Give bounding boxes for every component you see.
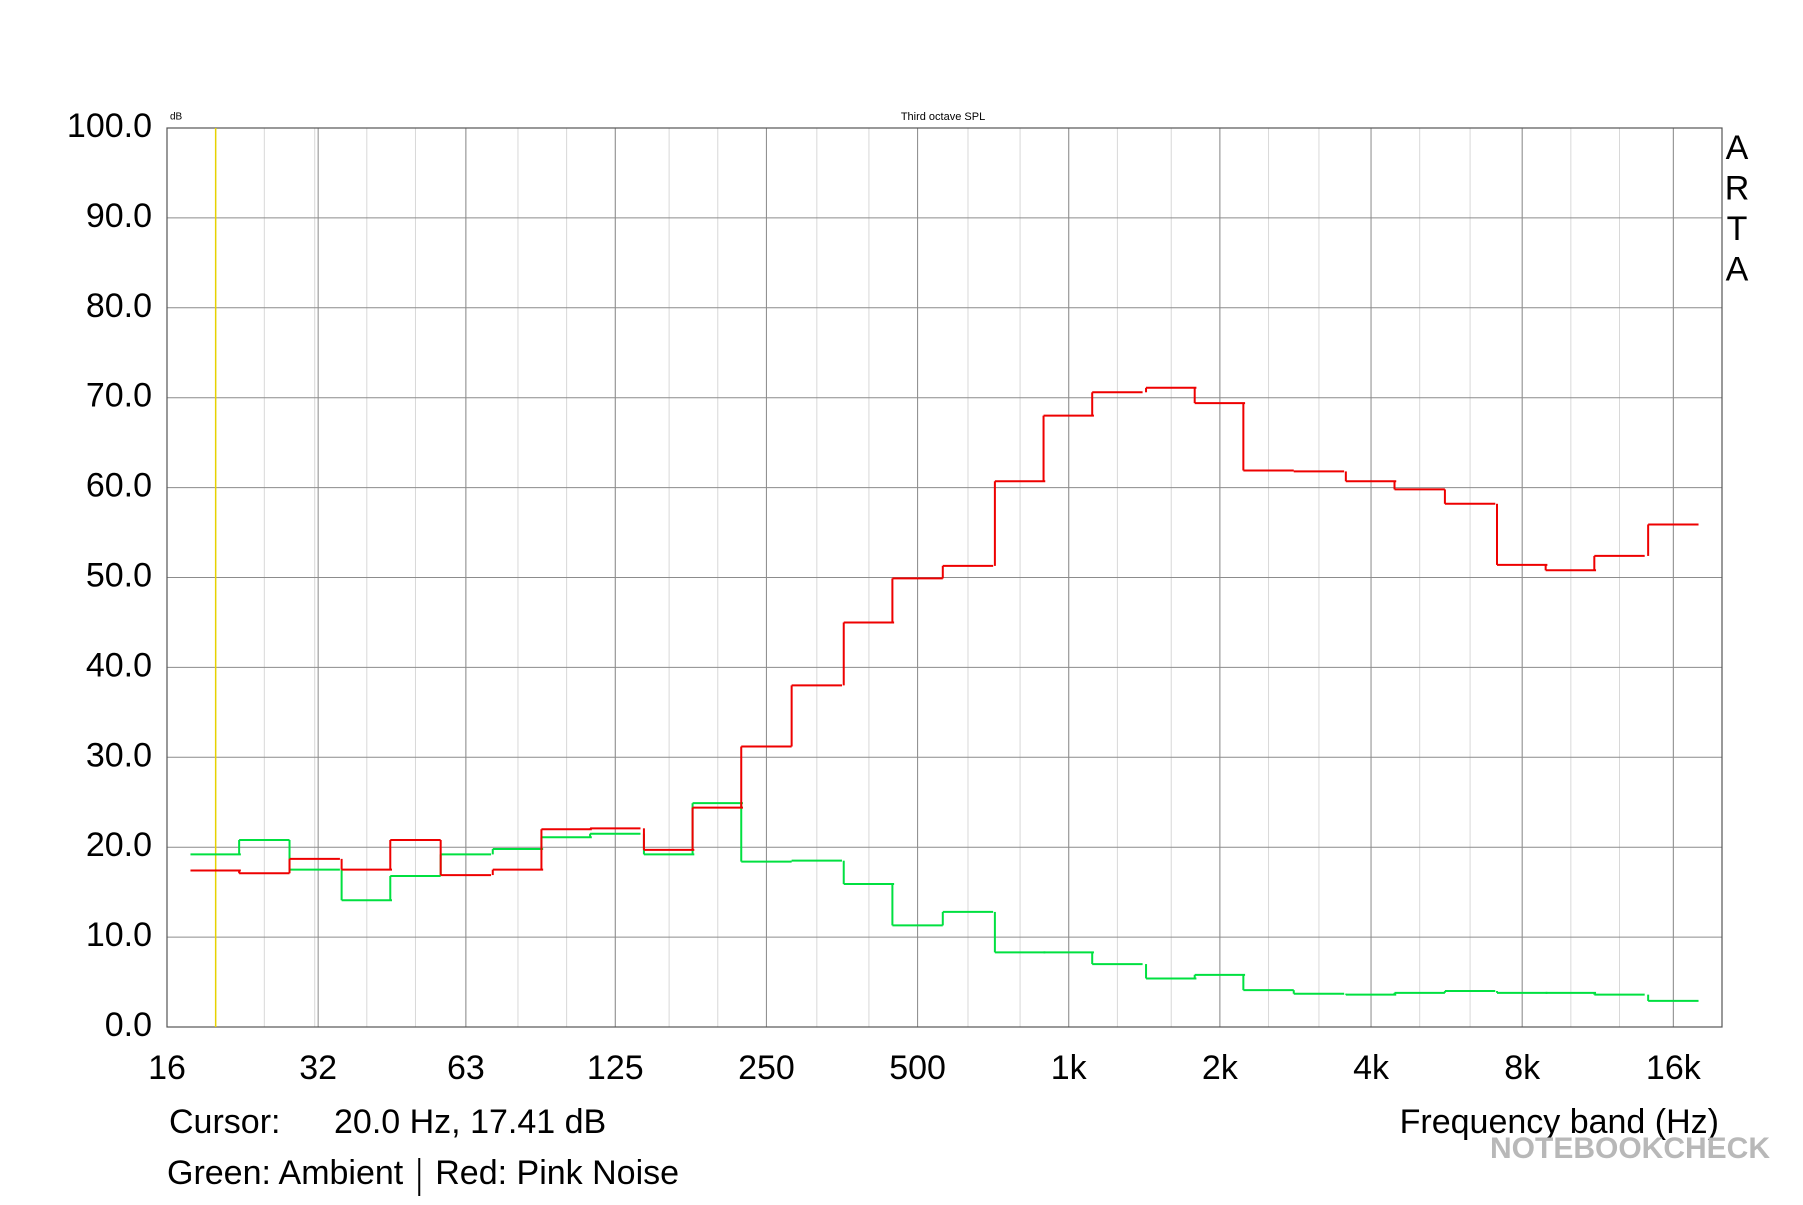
- side-letter: R: [1725, 169, 1750, 207]
- x-tick-label: 4k: [1353, 1049, 1390, 1087]
- x-tick-label: 125: [587, 1049, 644, 1087]
- cursor-label: Cursor:: [169, 1103, 280, 1141]
- chart-title: Third octave SPL: [901, 111, 985, 123]
- y-tick-label: 0.0: [105, 1006, 152, 1044]
- cursor-text: 20.0 Hz, 17.41 dB: [334, 1103, 606, 1141]
- x-tick-label: 63: [447, 1049, 485, 1087]
- plot-frame: [166, 127, 1723, 1028]
- x-tick-label: 8k: [1504, 1049, 1541, 1087]
- brand-watermark: NOTEBOOKCHECK: [1490, 1132, 1770, 1165]
- y-tick-label: 90.0: [86, 197, 152, 235]
- x-tick-label: 16k: [1646, 1049, 1702, 1087]
- y-tick-label: 100.0: [67, 107, 152, 145]
- x-axis-label: Frequency band (Hz): [1400, 1103, 1719, 1141]
- y-tick-label: 70.0: [86, 377, 152, 415]
- series: [190, 386, 1699, 877]
- side-letter: A: [1726, 129, 1749, 167]
- x-tick-label: 2k: [1202, 1049, 1239, 1087]
- x-tick-label: 1k: [1051, 1049, 1088, 1087]
- legend-entry: Red: Pink Noise: [435, 1154, 679, 1192]
- y-tick-label: 30.0: [86, 736, 152, 774]
- side-letter: T: [1727, 210, 1748, 248]
- side-letter: A: [1726, 250, 1749, 288]
- y-tick-label: 20.0: [86, 826, 152, 864]
- y-tick-label: 40.0: [86, 646, 152, 684]
- y-unit: dB: [170, 112, 183, 123]
- x-tick-label: 500: [889, 1049, 946, 1087]
- legend-entry: Green: Ambient: [167, 1154, 404, 1192]
- x-tick-label: 16: [148, 1049, 186, 1087]
- y-tick-label: 80.0: [86, 287, 152, 325]
- y-tick-label: 10.0: [86, 916, 152, 954]
- x-tick-label: 250: [738, 1049, 795, 1087]
- y-tick-label: 60.0: [86, 467, 152, 505]
- y-tick-label: 50.0: [86, 556, 152, 594]
- x-tick-label: 32: [299, 1049, 337, 1087]
